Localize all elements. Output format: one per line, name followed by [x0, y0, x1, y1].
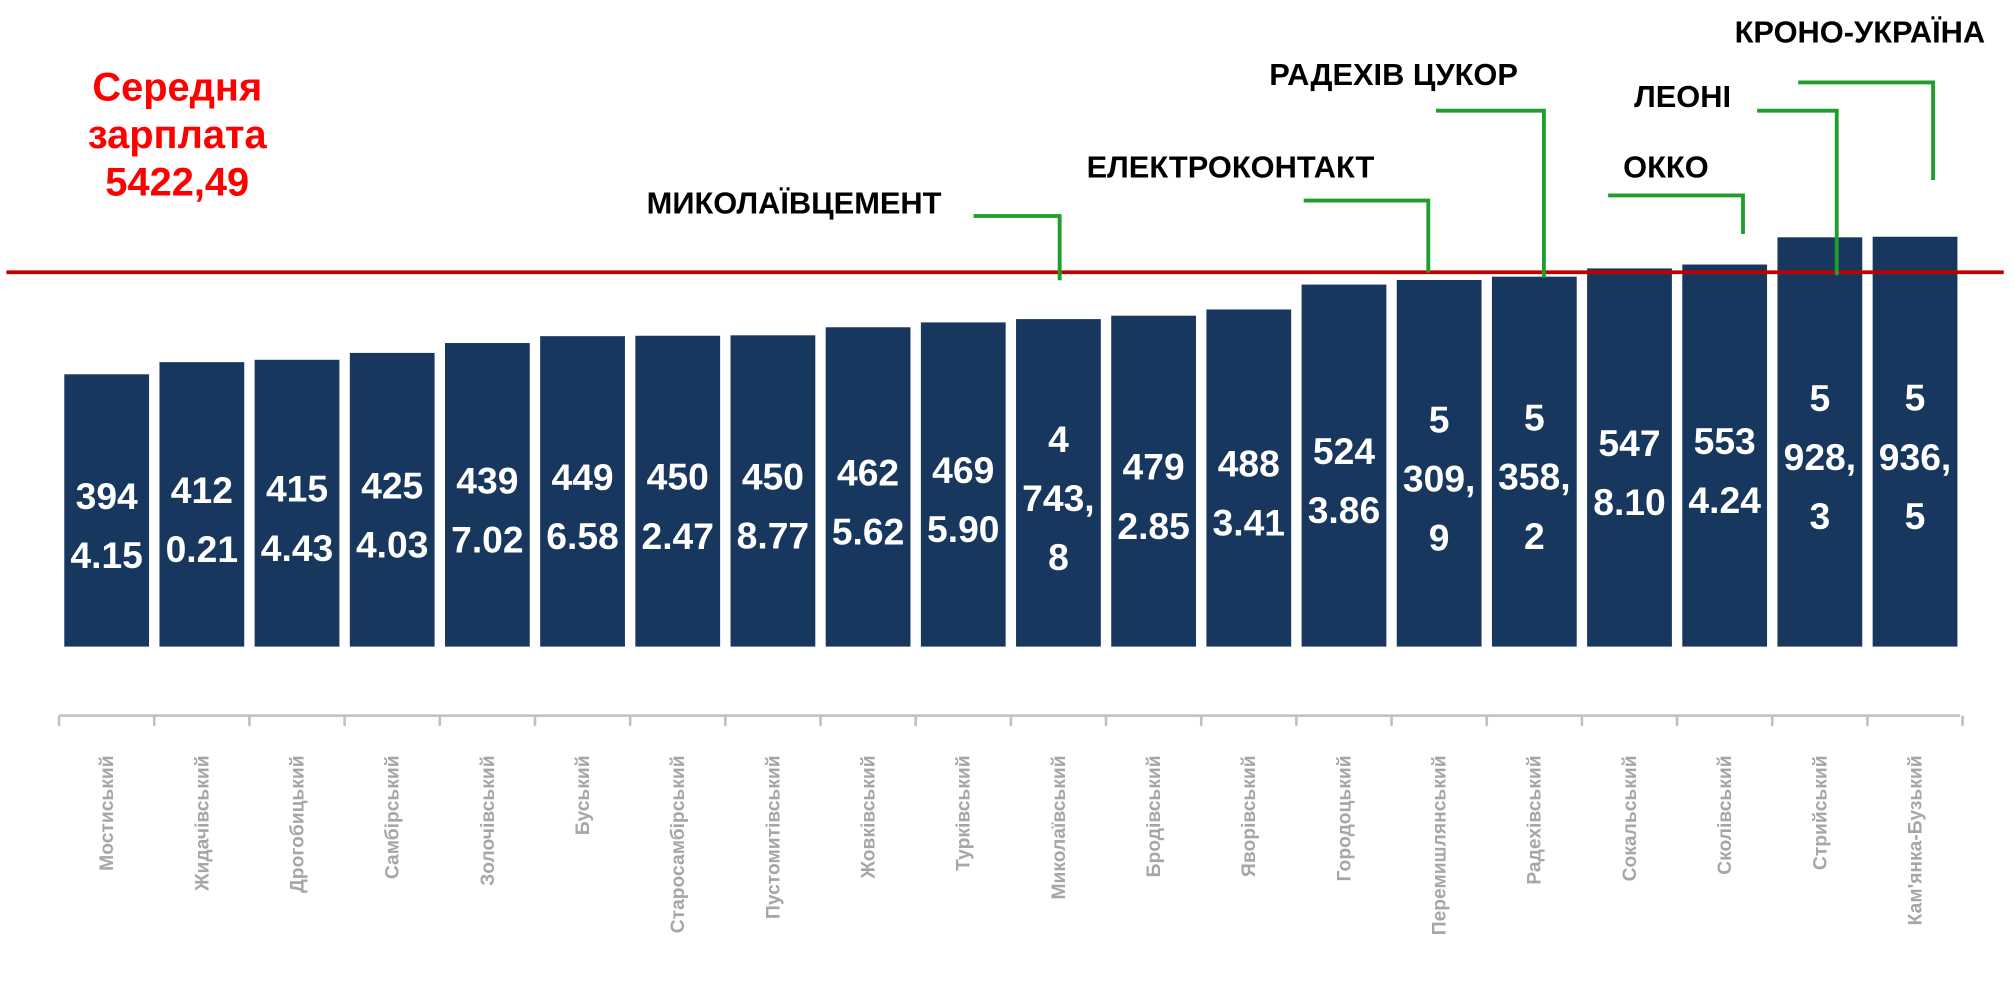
annotation: ЛЕОНІ [1634, 79, 1731, 114]
value-label: 450 2.47 [641, 456, 713, 557]
value-label: 462 5.62 [832, 451, 904, 552]
x-tick-label: Яворівський [1239, 755, 1260, 876]
value-label: 488 3.41 [1213, 443, 1285, 544]
value-label: 449 6.58 [546, 456, 618, 557]
x-tick-label: Мостиський [97, 755, 118, 870]
value-label: 5 309, 9 [1403, 398, 1475, 558]
x-tick-label: Радехівський [1525, 755, 1546, 884]
x-tick-label: Старосамбірський [668, 755, 689, 933]
leader-line [1436, 108, 1546, 278]
x-tick-label: Городоцький [1334, 755, 1355, 881]
x-tick-label: Турківський [954, 755, 975, 870]
x-tick-label: Перемишлянський [1430, 755, 1451, 935]
bar [1301, 284, 1387, 647]
bar [159, 362, 245, 647]
annotation: КРОНО-УКРАЇНА [1735, 15, 1985, 50]
annotation: ОККО [1623, 149, 1709, 184]
x-tick-label: Золочівський [478, 755, 499, 885]
x-tick-label: Дрогобицький [287, 755, 308, 892]
bar [920, 322, 1006, 647]
bar [1491, 276, 1577, 647]
leader-line [1757, 108, 1839, 276]
bar [349, 352, 435, 647]
bar [1587, 268, 1672, 647]
bar [825, 327, 911, 647]
reference-label: 5422,49 [105, 160, 249, 204]
x-tick-label: Буський [573, 755, 594, 835]
value-label: 450 8.77 [737, 456, 809, 557]
value-label: 4 743, 8 [1022, 418, 1094, 578]
value-label: 524 3.86 [1308, 430, 1380, 531]
bar [254, 359, 340, 647]
x-tick-label: Бродівський [1144, 755, 1165, 877]
x-tick-label: Сокальський [1620, 755, 1641, 881]
x-tick-label: Пустомитівський [763, 755, 784, 919]
bar [1777, 237, 1863, 647]
leader-line [1798, 80, 1936, 181]
x-tick-label: Миколаївський [1049, 755, 1070, 899]
bar [1206, 309, 1292, 647]
annotation: ЕЛЕКТРОКОНТАКТ [1087, 149, 1375, 184]
leader-line [1608, 193, 1745, 234]
value-label: 553 4.24 [1688, 420, 1761, 521]
bar [64, 374, 150, 647]
bar [730, 335, 816, 647]
value-label: 5 936, 5 [1879, 377, 1951, 537]
value-label: 469 5.90 [927, 449, 999, 550]
x-tick-label: Самбірський [383, 755, 404, 879]
annotation: РАДЕХІВ ЦУКОР [1269, 57, 1518, 92]
x-tick-label: Кам'янка-Бузький [1905, 755, 1926, 925]
annotation: МИКОЛАЇВЦЕМЕНТ [647, 185, 942, 220]
bar [635, 335, 721, 647]
value-label: 5 358, 2 [1498, 397, 1570, 557]
bar [1016, 319, 1101, 647]
x-tick-label: Стрийський [1810, 755, 1831, 870]
bar [540, 336, 625, 647]
value-label: 547 8.10 [1593, 422, 1665, 523]
value-label: 394 4.15 [70, 475, 142, 576]
bar [444, 343, 530, 647]
reference-label: Середня [92, 65, 262, 109]
leader-line [973, 214, 1062, 281]
value-label: 479 2.85 [1117, 446, 1189, 547]
leader-line [1303, 198, 1431, 273]
bar [1111, 315, 1197, 647]
bar [1872, 236, 1958, 647]
bar [1682, 264, 1768, 647]
x-tick-label: Жидачівський [192, 755, 213, 891]
bar [1396, 280, 1482, 647]
value-label: 425 4.03 [356, 464, 428, 565]
value-label: 412 0.21 [166, 469, 238, 570]
value-label: 5 928, 3 [1784, 377, 1856, 537]
value-label: 415 4.43 [261, 468, 333, 569]
reference-label: зарплата [88, 113, 268, 157]
x-tick-label: Жовківський [859, 755, 880, 879]
value-label: 439 7.02 [451, 459, 523, 560]
x-tick-label: Сколівський [1715, 755, 1736, 874]
